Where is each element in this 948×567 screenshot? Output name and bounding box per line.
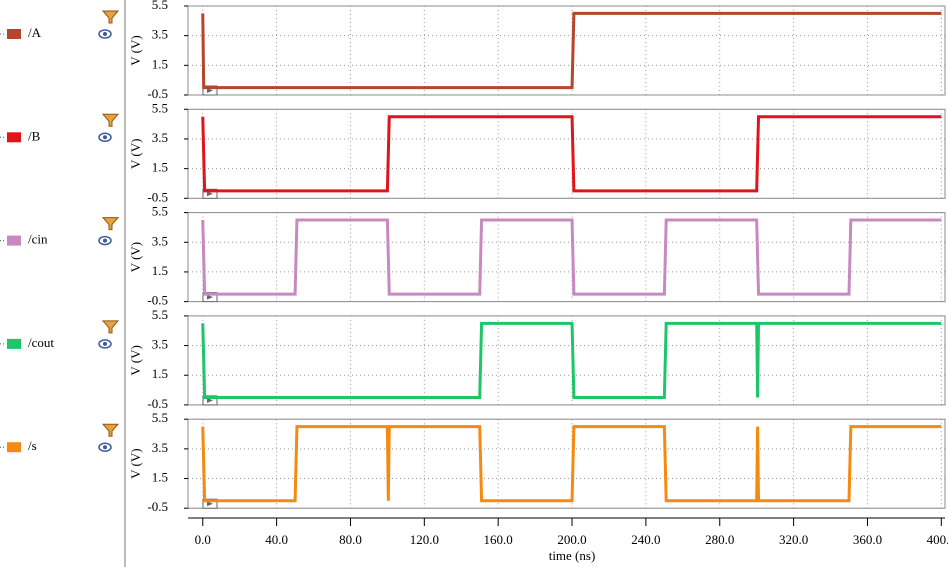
x-tick-label: 320.0	[779, 532, 808, 547]
x-tick-label: 0.0	[195, 532, 211, 547]
x-tick-label: 400.0	[927, 532, 948, 547]
y-tick-label: 5.5	[152, 204, 168, 219]
plot-area	[187, 5, 946, 96]
x-tick-label: 240.0	[631, 532, 660, 547]
filter-icon[interactable]	[101, 423, 120, 437]
plot-area	[187, 212, 946, 303]
marker-arrow	[207, 88, 213, 93]
marker-arrow	[207, 191, 213, 197]
y-axis-label: V (V)	[128, 345, 143, 375]
y-axis-label: V (V)	[128, 448, 143, 478]
y-tick-label: 5.5	[152, 0, 168, 12]
x-tick-label: 360.0	[853, 532, 882, 547]
y-tick-label: -0.5	[147, 293, 168, 308]
waveform	[201, 11, 942, 90]
x-tick-label: 200.0	[557, 532, 586, 547]
filter-icon[interactable]	[101, 320, 120, 334]
x-axis-label: time (ns)	[549, 548, 596, 563]
legend-swatch[interactable]	[7, 338, 21, 349]
plot-area	[187, 418, 946, 509]
y-tick-label: 1.5	[152, 160, 168, 175]
visibility-pupil	[103, 445, 107, 450]
plot-area	[187, 108, 946, 199]
y-tick-label: -0.5	[147, 189, 168, 204]
y-tick-label: 3.5	[152, 27, 168, 42]
y-tick-label: -0.5	[147, 499, 168, 514]
y-tick-label: -0.5	[147, 86, 168, 101]
legend-swatch[interactable]	[7, 132, 21, 143]
waveform	[201, 115, 942, 193]
visibility-pupil	[103, 341, 107, 346]
x-tick-label: 40.0	[265, 532, 288, 547]
x-tick-label: 160.0	[484, 532, 513, 547]
legend-label[interactable]: /s	[28, 438, 37, 453]
y-tick-label: 1.5	[152, 470, 168, 485]
marker-arrow	[207, 501, 213, 507]
y-axis-label: V (V)	[128, 139, 143, 169]
y-tick-label: -0.5	[147, 396, 168, 411]
legend-swatch[interactable]	[7, 442, 21, 453]
filter-icon[interactable]	[101, 10, 120, 24]
legend-swatch[interactable]	[7, 29, 21, 39]
y-axis-label: V (V)	[128, 35, 143, 65]
x-tick-label: 80.0	[339, 532, 362, 547]
legend-label[interactable]: /A	[28, 25, 42, 40]
legend-label[interactable]: /cin	[28, 232, 48, 247]
y-tick-label: 1.5	[152, 56, 168, 71]
y-tick-label: 3.5	[152, 440, 168, 455]
visibility-pupil	[103, 135, 107, 140]
waveform	[201, 218, 942, 296]
marker-arrow	[207, 397, 213, 403]
y-tick-label: 3.5	[152, 233, 168, 248]
y-tick-label: 3.5	[152, 130, 168, 145]
legend-label[interactable]: /B	[28, 128, 41, 143]
waveform	[201, 425, 942, 503]
y-axis-label: V (V)	[128, 242, 143, 272]
y-tick-label: 3.5	[152, 337, 168, 352]
filter-icon[interactable]	[101, 113, 120, 127]
legend-swatch[interactable]	[7, 235, 21, 246]
y-tick-label: 5.5	[152, 410, 168, 425]
marker-arrow	[207, 294, 213, 300]
y-tick-label: 5.5	[152, 307, 168, 322]
filter-icon[interactable]	[101, 217, 120, 231]
x-tick-label: 120.0	[410, 532, 439, 547]
y-tick-label: 5.5	[152, 100, 168, 115]
y-tick-label: 1.5	[152, 366, 168, 381]
x-tick-label: 280.0	[705, 532, 734, 547]
y-tick-label: 1.5	[152, 263, 168, 278]
waveform	[201, 321, 942, 399]
plot-area	[187, 315, 946, 406]
visibility-pupil	[103, 238, 107, 243]
legend-label[interactable]: /cout	[28, 335, 54, 350]
visibility-pupil	[103, 32, 107, 36]
